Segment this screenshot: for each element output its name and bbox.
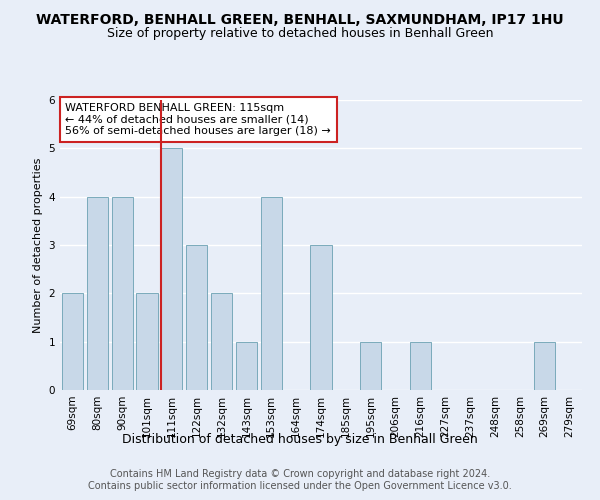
Y-axis label: Number of detached properties: Number of detached properties (33, 158, 43, 332)
Bar (236, 342, 257, 390)
Bar (211, 294, 232, 390)
Text: Distribution of detached houses by size in Benhall Green: Distribution of detached houses by size … (122, 432, 478, 446)
Text: WATERFORD, BENHALL GREEN, BENHALL, SAXMUNDHAM, IP17 1HU: WATERFORD, BENHALL GREEN, BENHALL, SAXMU… (36, 12, 564, 26)
Text: Contains public sector information licensed under the Open Government Licence v3: Contains public sector information licen… (88, 481, 512, 491)
Bar (261, 196, 282, 390)
Bar (310, 245, 332, 390)
Text: Contains HM Land Registry data © Crown copyright and database right 2024.: Contains HM Land Registry data © Crown c… (110, 469, 490, 479)
Bar (62, 294, 83, 390)
Bar (534, 342, 555, 390)
Bar (410, 342, 431, 390)
Bar (112, 196, 133, 390)
Bar (136, 294, 158, 390)
Text: Size of property relative to detached houses in Benhall Green: Size of property relative to detached ho… (107, 28, 493, 40)
Bar (161, 148, 182, 390)
Bar (186, 245, 207, 390)
Bar (360, 342, 381, 390)
Text: WATERFORD BENHALL GREEN: 115sqm
← 44% of detached houses are smaller (14)
56% of: WATERFORD BENHALL GREEN: 115sqm ← 44% of… (65, 103, 331, 136)
Bar (87, 196, 108, 390)
